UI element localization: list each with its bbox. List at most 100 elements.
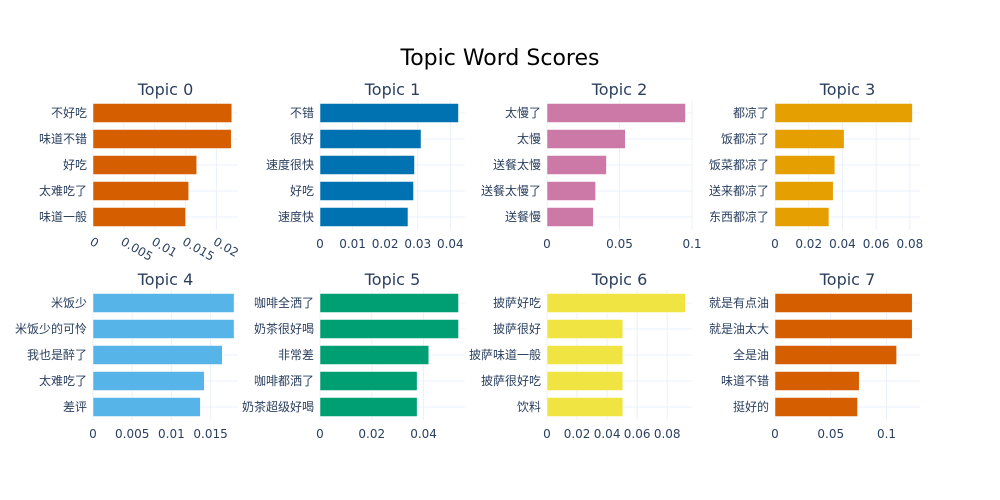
category-label: 送来都凉了 [709, 183, 769, 198]
bar [319, 129, 422, 149]
bar [319, 397, 418, 417]
bar [546, 129, 626, 149]
bar [774, 371, 860, 391]
bar [92, 319, 235, 339]
subplot-title: Topic 4 [137, 270, 194, 289]
subplot-topic-4: Topic 4 0 0.005 0.01 0.015 米饭少米饭少的可怜我也是醉了太难吃了… [15, 270, 238, 441]
subplot-title: Topic 0 [137, 80, 194, 99]
x-tick-label: 0.06 [863, 237, 890, 251]
category-label: 饭都凉了 [721, 131, 769, 146]
category-label: 披萨很好吃 [481, 374, 541, 388]
x-tick-label: 0.08 [897, 237, 924, 251]
bar [319, 103, 459, 123]
x-tick-label: 0 [316, 237, 324, 251]
category-label: 太难吃了 [39, 373, 87, 388]
category-label: 奶茶很好喝 [254, 321, 314, 336]
category-label: 送餐太慢 [493, 157, 541, 172]
bar [319, 181, 414, 201]
bar [92, 397, 201, 417]
bar [92, 345, 223, 365]
category-label: 米饭少 [51, 296, 87, 310]
bar [546, 293, 686, 313]
bar [319, 155, 415, 175]
x-tick-label: 0.02 [564, 427, 591, 441]
subplot-title: Topic 1 [364, 80, 421, 99]
bar [546, 207, 594, 227]
bar [319, 345, 429, 365]
category-label: 饭菜都凉了 [709, 157, 769, 172]
category-label: 太难吃了 [39, 183, 87, 198]
bar [92, 293, 235, 313]
category-label: 速度很快 [266, 157, 314, 172]
bar [774, 207, 830, 227]
bar [319, 293, 459, 313]
category-label: 披萨很好 [493, 322, 541, 336]
subplot-title: Topic 7 [819, 270, 876, 289]
category-label: 米饭少的可怜 [15, 321, 87, 336]
bar [92, 371, 205, 391]
bar [774, 181, 834, 201]
category-label: 咖啡都洒了 [254, 373, 314, 388]
bar [92, 103, 233, 123]
bar [546, 371, 624, 391]
bar [92, 129, 232, 149]
category-label: 饮料 [517, 400, 541, 414]
bar [546, 103, 686, 123]
category-label: 太慢了 [505, 105, 541, 120]
category-label: 味道不错 [721, 374, 769, 388]
bar [546, 319, 624, 339]
category-label: 披萨味道一般 [469, 347, 541, 362]
x-tick-label: 0 [771, 427, 779, 441]
category-label: 好吃 [290, 184, 314, 198]
x-tick-label: 0.04 [829, 237, 856, 251]
category-label: 味道一般 [39, 209, 87, 224]
subplot-topic-6: Topic 6 0 0.02 0.04 0.06 0.08 披萨好吃披萨很好披萨味道一般披萨… [469, 270, 692, 441]
x-tick-label: 0.02 [795, 237, 822, 251]
x-tick-label: 0.06 [624, 427, 651, 441]
category-label: 好吃 [63, 158, 87, 172]
bar [546, 155, 607, 175]
x-tick-label: 0.02 [372, 237, 399, 251]
bar [319, 319, 459, 339]
x-tick-label: 0.08 [654, 427, 681, 441]
bar [546, 181, 596, 201]
x-tick-label: 0.1 [877, 427, 896, 441]
x-tick-label: 0.05 [606, 237, 633, 251]
category-label: 就是油太大 [709, 321, 769, 336]
x-tick-label: 0 [543, 237, 551, 251]
bar [546, 397, 624, 417]
bar [774, 155, 836, 175]
category-label: 很好 [290, 132, 314, 146]
x-tick-label: 0.015 [193, 427, 227, 441]
bar [92, 207, 186, 227]
category-label: 挺好的 [733, 399, 769, 414]
category-label: 咖啡全洒了 [254, 295, 314, 310]
x-tick-label: 0.005 [115, 427, 149, 441]
bar [546, 345, 624, 365]
category-label: 味道不错 [39, 132, 87, 146]
x-tick-label: 0.1 [682, 237, 701, 251]
category-label: 披萨好吃 [493, 296, 541, 310]
figure-title: Topic Word Scores [400, 46, 600, 71]
category-label: 就是有点油 [709, 296, 769, 310]
subplot-topic-3: Topic 3 0 0.02 0.04 0.06 0.08 都凉了饭都凉了饭菜都凉了送来都凉… [709, 80, 923, 251]
category-label: 不好吃 [51, 106, 87, 120]
x-tick-label: 0.03 [404, 237, 431, 251]
subplot-title: Topic 5 [364, 270, 421, 289]
x-tick-label: 0.01 [158, 427, 185, 441]
x-tick-label: 0 [89, 427, 97, 441]
x-tick-label: 0.01 [339, 237, 366, 251]
category-label: 东西都凉了 [709, 209, 769, 224]
category-label: 不错 [290, 106, 314, 120]
x-tick-label: 0.04 [437, 237, 464, 251]
category-label: 全是油 [733, 347, 769, 362]
x-tick-label: 0.04 [594, 427, 621, 441]
category-label: 差评 [63, 400, 87, 414]
